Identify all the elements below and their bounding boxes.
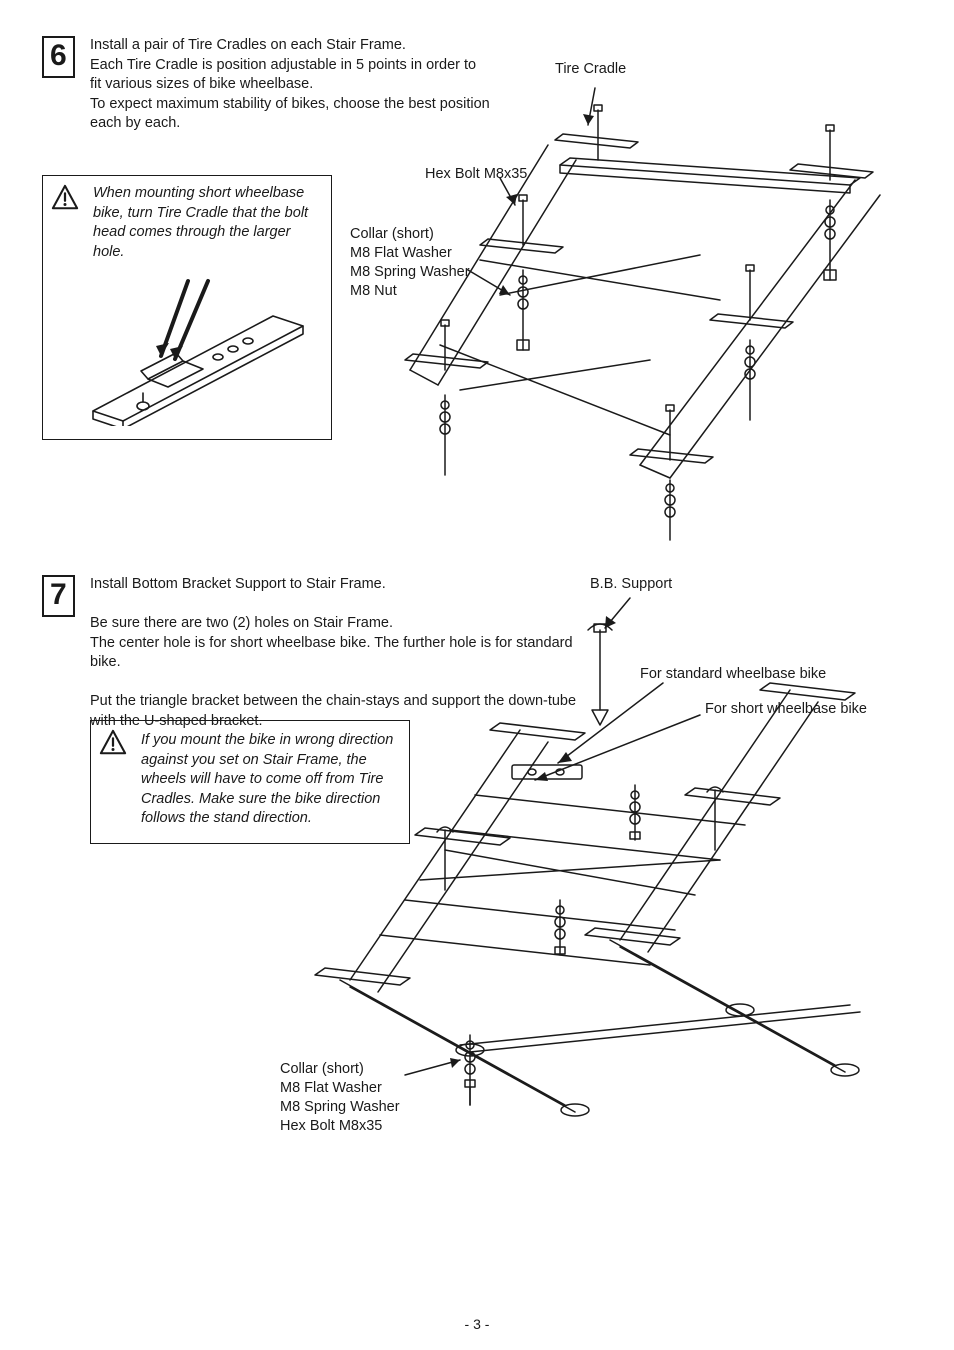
- manual-page: 6 Install a pair of Tire Cradles on each…: [0, 0, 954, 1350]
- step6-mini-diagram: [73, 261, 313, 426]
- step6-line1: Install a pair of Tire Cradles on each S…: [90, 37, 406, 53]
- step-number-7: 7: [42, 575, 75, 617]
- warning-icon: [51, 184, 79, 212]
- step7-main-diagram: [260, 580, 920, 1160]
- step-number-6: 6: [42, 36, 75, 78]
- page-number: - 3 -: [0, 1316, 954, 1332]
- step6-main-diagram: [350, 70, 910, 550]
- step6-warning-box: When mounting short wheelbase bike, turn…: [42, 175, 332, 440]
- warning-icon: [99, 729, 127, 757]
- step6-warning-text: When mounting short wheelbase bike, turn…: [93, 184, 319, 262]
